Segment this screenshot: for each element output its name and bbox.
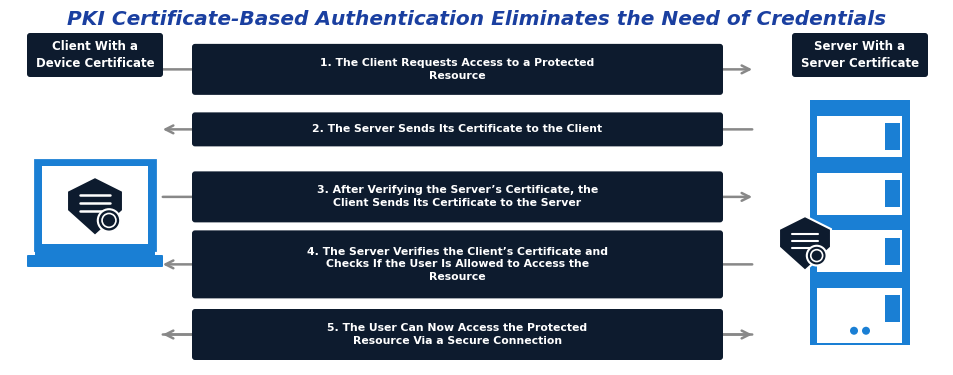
FancyBboxPatch shape (884, 123, 900, 150)
Text: 1. The Client Requests Access to a Protected
Resource: 1. The Client Requests Access to a Prote… (320, 58, 594, 81)
FancyBboxPatch shape (192, 44, 722, 95)
FancyBboxPatch shape (27, 33, 163, 77)
Text: Server With a
Server Certificate: Server With a Server Certificate (801, 40, 918, 70)
FancyBboxPatch shape (192, 309, 722, 360)
Text: 3. After Verifying the Server’s Certificate, the
Client Sends Its Certificate to: 3. After Verifying the Server’s Certific… (316, 186, 598, 208)
Polygon shape (779, 216, 830, 271)
FancyBboxPatch shape (817, 173, 902, 214)
FancyBboxPatch shape (35, 250, 154, 256)
Text: Client With a
Device Certificate: Client With a Device Certificate (35, 40, 154, 70)
FancyBboxPatch shape (35, 160, 154, 250)
Text: 2. The Server Sends Its Certificate to the Client: 2. The Server Sends Its Certificate to t… (313, 124, 602, 134)
FancyBboxPatch shape (817, 288, 902, 329)
FancyBboxPatch shape (192, 112, 722, 146)
FancyBboxPatch shape (884, 295, 900, 322)
Circle shape (806, 246, 825, 266)
Polygon shape (67, 177, 123, 236)
FancyBboxPatch shape (791, 33, 927, 77)
FancyBboxPatch shape (809, 100, 909, 345)
Text: 5. The User Can Now Access the Protected
Resource Via a Secure Connection: 5. The User Can Now Access the Protected… (327, 323, 587, 346)
FancyBboxPatch shape (884, 238, 900, 265)
FancyBboxPatch shape (884, 180, 900, 207)
FancyBboxPatch shape (27, 255, 163, 267)
Text: PKI Certificate-Based Authentication Eliminates the Need of Credentials: PKI Certificate-Based Authentication Eli… (68, 10, 885, 29)
FancyBboxPatch shape (817, 318, 902, 343)
FancyBboxPatch shape (192, 230, 722, 298)
Circle shape (862, 327, 869, 335)
Circle shape (849, 327, 857, 335)
Text: 4. The Server Verifies the Client’s Certificate and
Checks If the User Is Allowe: 4. The Server Verifies the Client’s Cert… (307, 247, 607, 282)
FancyBboxPatch shape (192, 171, 722, 222)
FancyBboxPatch shape (817, 230, 902, 272)
FancyBboxPatch shape (42, 166, 148, 244)
Circle shape (98, 209, 120, 232)
FancyBboxPatch shape (817, 116, 902, 158)
